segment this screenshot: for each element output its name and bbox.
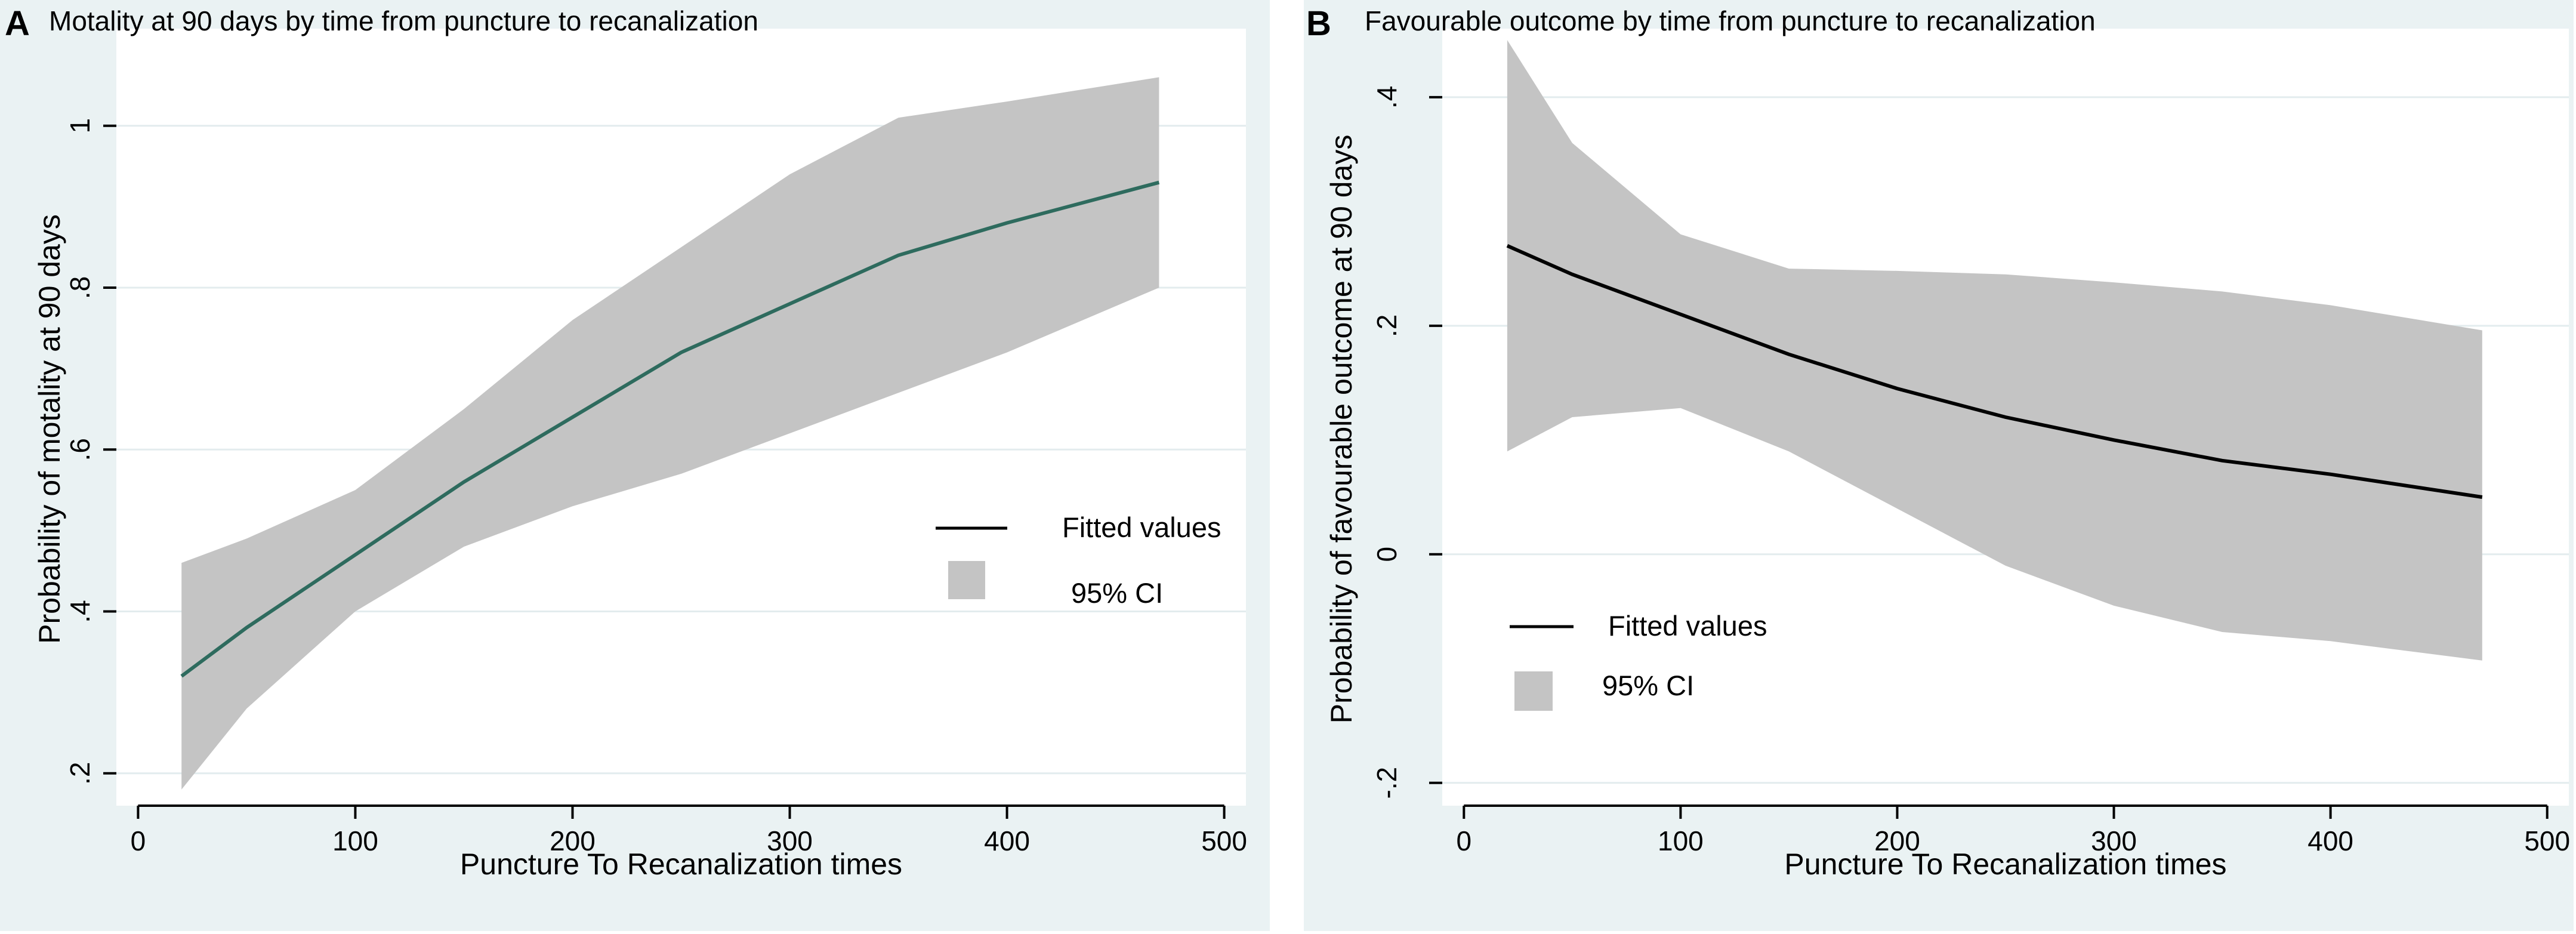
- ci-band: [1507, 40, 2482, 661]
- legend-ci-swatch: [948, 561, 985, 599]
- x-ticks: 0 100 200 300 400 500: [131, 806, 1247, 856]
- ci-band: [181, 77, 1159, 790]
- legend: Fitted values 95% CI: [1510, 610, 1767, 711]
- chart-a: 0 100 200 300 400 500 .2 .4 .6 .8 1 Puncture To R…: [33, 77, 1247, 881]
- y-tick-label: -.2: [1371, 767, 1402, 799]
- y-tick-label: 1: [64, 118, 95, 134]
- y-axis-title: Probability of motality at 90 days: [33, 214, 66, 644]
- x-tick-label: 400: [2307, 825, 2353, 856]
- y-tick-label: .4: [64, 600, 95, 622]
- legend: Fitted values 95% CI: [936, 511, 1221, 609]
- legend-fitted-label: Fitted values: [1608, 610, 1767, 642]
- fitted-line: [1506, 244, 2483, 499]
- x-tick-label: 500: [1201, 825, 1247, 856]
- panel-a: A Motality at 90 days by time from punct…: [0, 0, 1270, 931]
- legend-ci-swatch: [1514, 671, 1553, 711]
- panel-label-a: A: [5, 4, 30, 43]
- x-tick-label: 200: [550, 825, 596, 856]
- panel-label-b: B: [1306, 4, 1331, 43]
- x-tick-label: 300: [2091, 825, 2137, 856]
- x-axis-title: Puncture To Recanalization times: [460, 847, 902, 881]
- chart-title-a: Motality at 90 days by time from punctur…: [49, 5, 758, 36]
- legend-ci-label: 95% CI: [1071, 577, 1163, 609]
- x-tick-label: 200: [1874, 825, 1920, 856]
- panel-b: B Favourable outcome by time from punctu…: [1304, 0, 2574, 931]
- x-tick-label: 100: [1658, 825, 1704, 856]
- y-ticks: -.2 0 .2 .4: [1371, 86, 1442, 799]
- x-tick-label: 100: [332, 825, 378, 856]
- x-axis-title: Puncture To Recanalization times: [1784, 847, 2226, 881]
- y-tick-label: .6: [64, 438, 95, 461]
- x-tick-label: 300: [767, 825, 813, 856]
- x-tick-label: 0: [131, 825, 146, 856]
- y-tick-label: .4: [1371, 86, 1402, 109]
- chart-title-b: Favourable outcome by time from puncture…: [1365, 5, 2096, 36]
- y-tick-label: 0: [1371, 547, 1402, 562]
- x-ticks: 0 100 200 300 400 500: [1457, 806, 2570, 856]
- x-tick-label: 0: [1457, 825, 1472, 856]
- x-tick-label: 400: [984, 825, 1030, 856]
- chart-b: 0 100 200 300 400 500 -.2 0 .2 .4 Puncture To Re…: [1325, 40, 2570, 881]
- y-axis-title: Probability of favourable outcome at 90 …: [1325, 135, 1358, 724]
- y-tick-label: .8: [64, 276, 95, 299]
- legend-ci-label: 95% CI: [1602, 670, 1694, 701]
- y-ticks: .2 .4 .6 .8 1: [64, 118, 116, 785]
- fitted-line: [180, 180, 1160, 678]
- y-tick-label: .2: [1371, 315, 1402, 337]
- y-tick-label: .2: [64, 762, 95, 785]
- x-tick-label: 500: [2524, 825, 2570, 856]
- legend-fitted-label: Fitted values: [1062, 511, 1221, 543]
